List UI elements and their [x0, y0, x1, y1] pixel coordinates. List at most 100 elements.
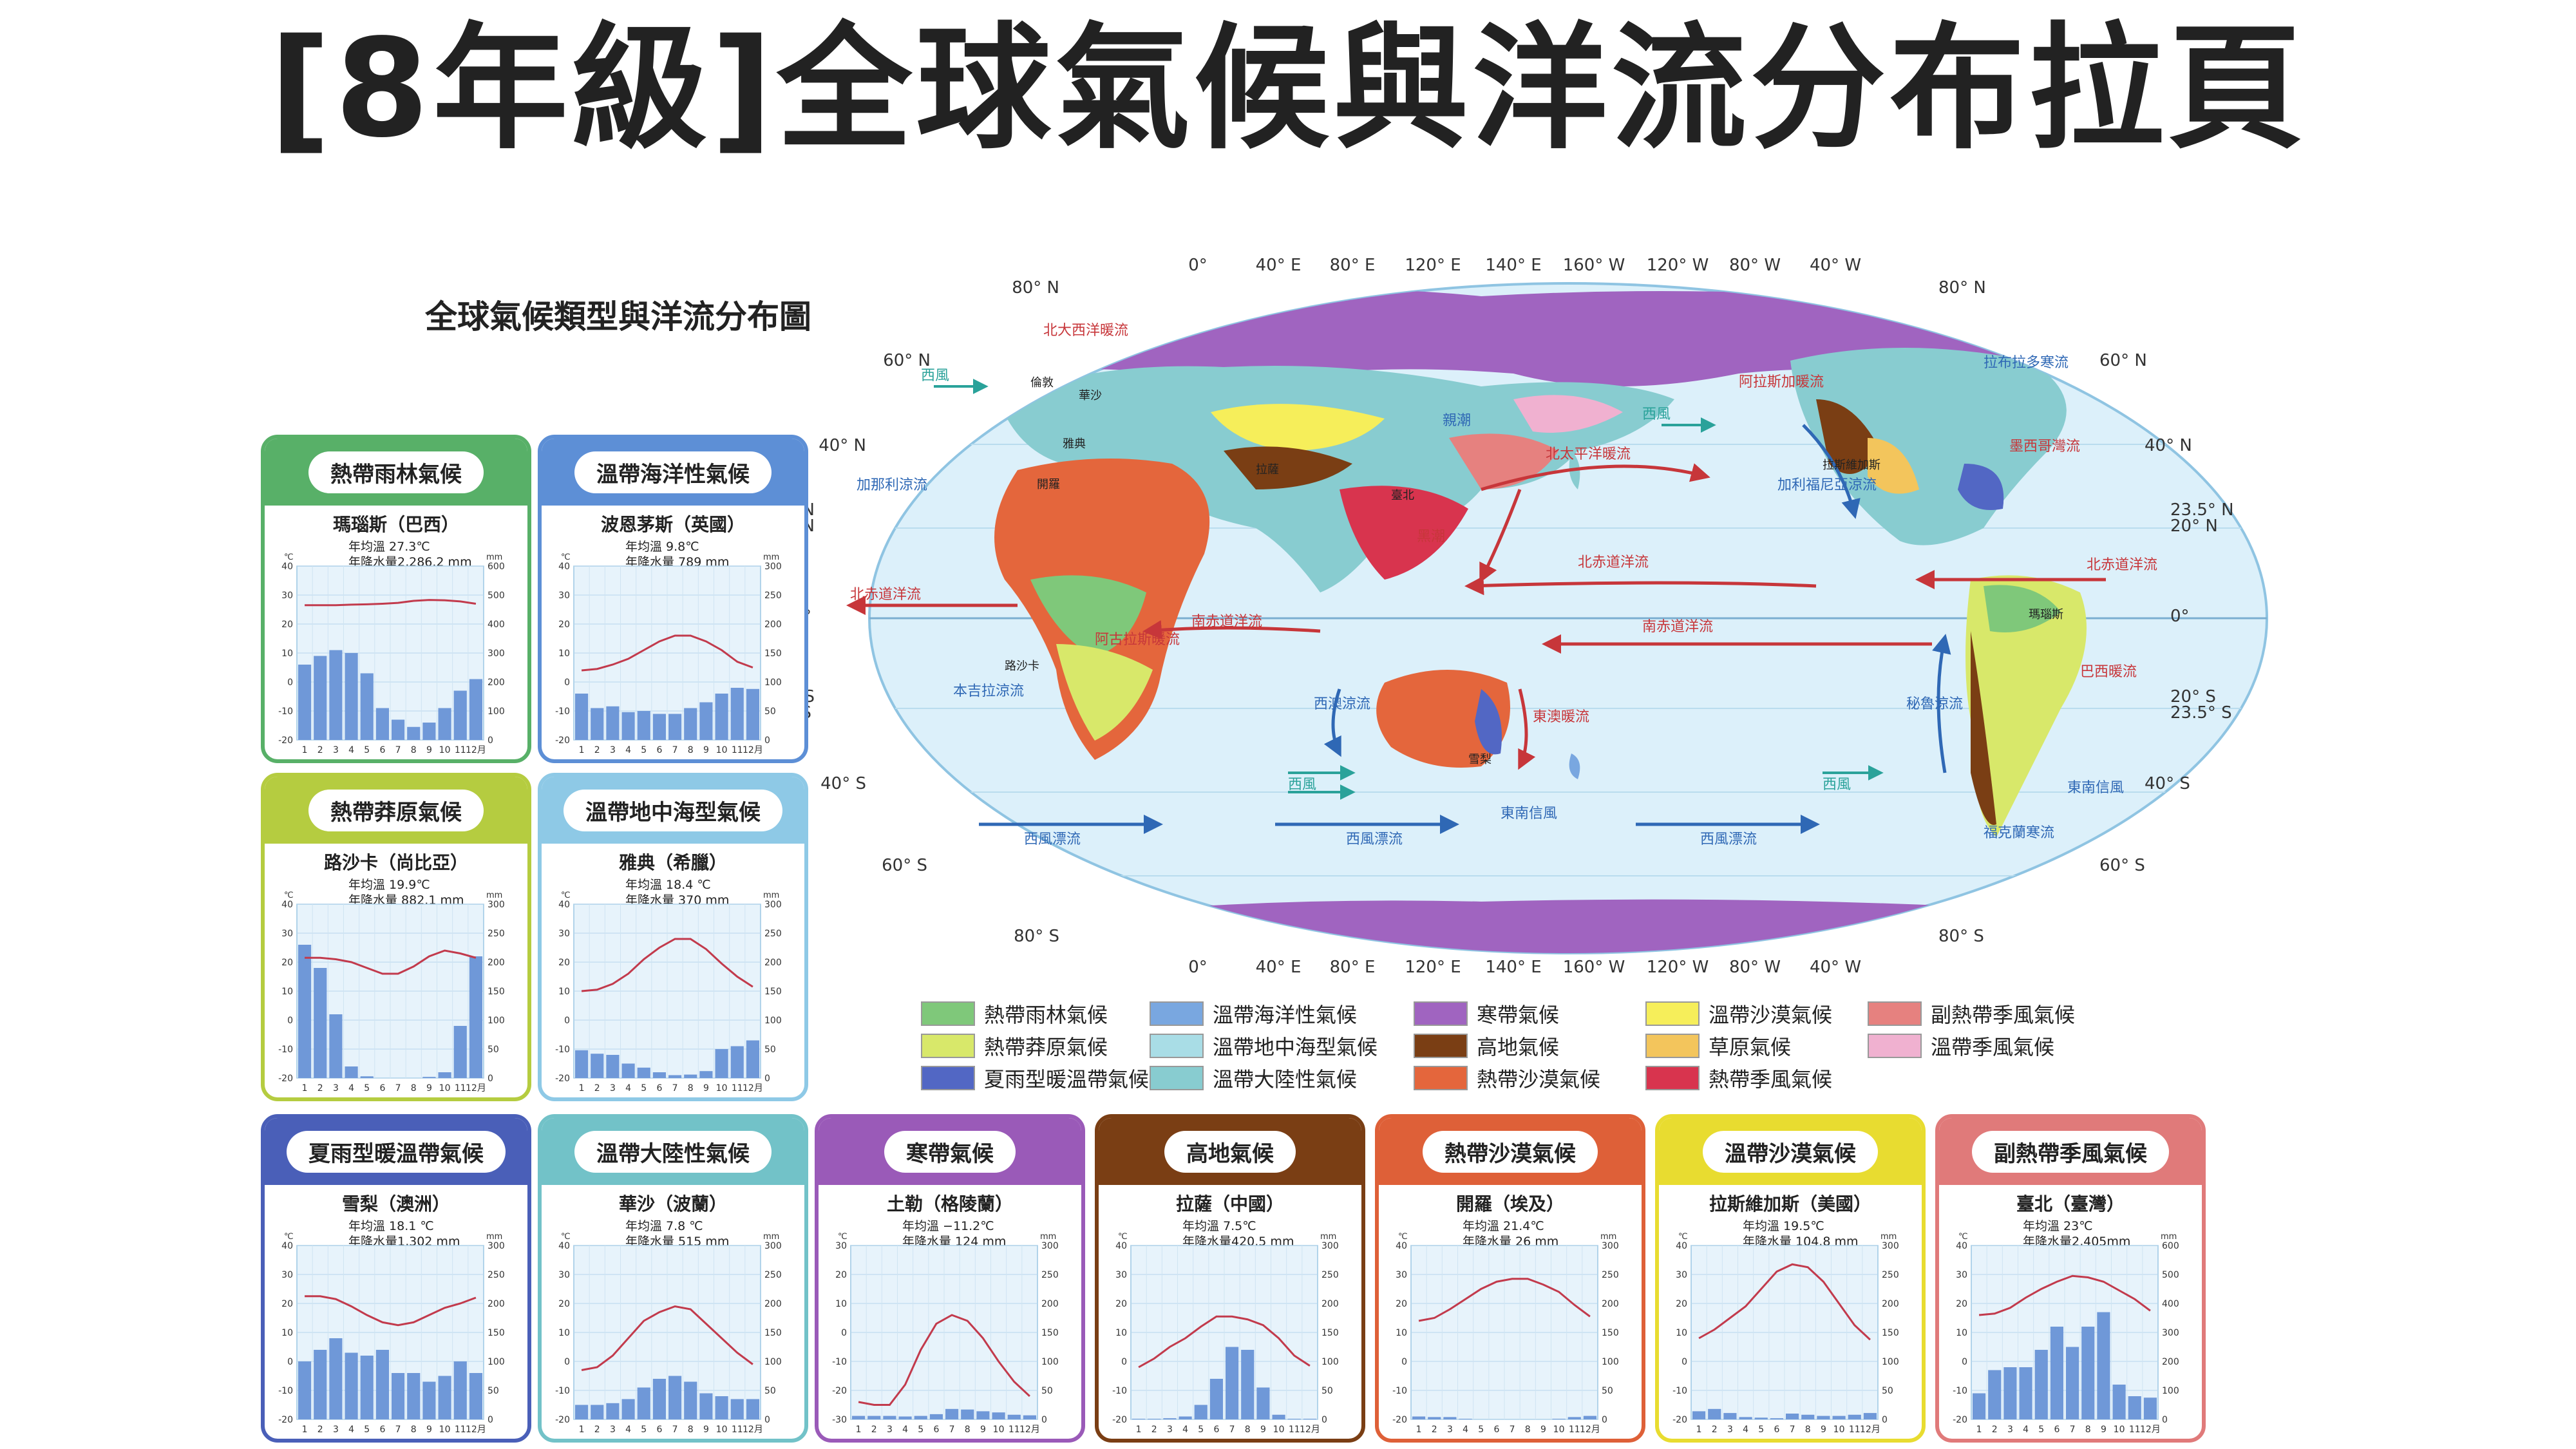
temp-unit: ℃ [1678, 1232, 1688, 1242]
precip-bar [591, 1405, 604, 1419]
climate-chart-panel: 夏雨型暖溫帶氣候 雪梨（澳洲） 年均溫 18.1 ℃ 年降水量1,302 mm 40 30… [261, 1114, 531, 1443]
temp-tick-label: -10 [555, 1386, 570, 1396]
precip-bar [591, 1054, 604, 1078]
temp-tick-label: 0 [1401, 1357, 1407, 1367]
climograph: 40 300 30 250 20 200 10 150 0 100 -10 50 -20 0 ℃ mm 1 2 3 4… [278, 891, 505, 1094]
rain-tick-label: 200 [764, 958, 782, 968]
lon-label-bottom: 120° E [1405, 958, 1461, 977]
month-label: 9 [703, 1425, 709, 1435]
label-kuroshio: 黑潮 [1417, 529, 1445, 545]
precip-bar [1443, 1417, 1457, 1419]
month-label: 11 [1009, 1425, 1020, 1435]
legend-swatch [921, 1066, 975, 1090]
precip-bar [314, 968, 327, 1078]
label-westerlies-1: 西風 [921, 368, 949, 384]
month-label: 5 [364, 1083, 370, 1094]
temp-tick-label: -10 [278, 1045, 293, 1055]
label-gulf: 墨西哥灣流 [2009, 439, 2080, 455]
panel-temp-text: 年均溫 9.8℃ [625, 540, 699, 554]
label-se-trades-2: 東南信風 [2067, 780, 2124, 796]
city-lhasa: 拉薩 [1256, 463, 1279, 477]
temp-tick-label: 10 [281, 987, 293, 997]
label-alaska: 阿拉斯加暖流 [1739, 374, 1824, 390]
month-label: 12月 [2140, 1425, 2161, 1435]
panel-header: 溫帶沙漠氣候 [1659, 1118, 1922, 1185]
temp-tick-label: 40 [1956, 1241, 1967, 1251]
temp-tick-label: 30 [281, 1270, 293, 1280]
temp-unit: ℃ [1398, 1232, 1408, 1242]
rain-tick-label: 250 [1321, 1270, 1339, 1280]
temperature-line [1418, 1278, 1591, 1322]
legend-label: 溫帶大陸性氣候 [1213, 1067, 1358, 1092]
precip-bar [469, 679, 482, 740]
temperature-line [305, 599, 477, 607]
month-label: 1 [579, 1425, 585, 1435]
temp-tick-label: 40 [281, 900, 293, 910]
month-label: 1 [579, 745, 585, 755]
month-label: 1 [1416, 1425, 1422, 1435]
rain-tick-label: 200 [1602, 1299, 1619, 1309]
temp-tick-label: -20 [278, 1074, 293, 1084]
month-label: 10 [1553, 1425, 1565, 1435]
latitude-labels-right: 80° N 60° N 40° N 23.5° N20° N 0° 20° S23.5° … [1938, 278, 2234, 946]
temp-tick-label: 0 [1962, 1357, 1967, 1367]
rain-tick-label: 250 [764, 929, 782, 939]
month-label: 5 [364, 745, 370, 755]
precip-bar [637, 1067, 650, 1078]
temp-tick-label: 10 [1396, 1328, 1407, 1338]
legend-swatch [921, 1001, 975, 1026]
lon-label-top: 80° E [1330, 256, 1376, 275]
rain-tick-label: 150 [1882, 1328, 1899, 1338]
legend-swatch [1868, 1034, 1922, 1058]
month-label: 10 [439, 1083, 451, 1094]
precip-bar [314, 656, 327, 740]
rain-tick-label: 50 [1602, 1386, 1613, 1396]
month-label: 8 [411, 745, 417, 755]
label-s-equatorial-ind: 南赤道洋流 [1191, 614, 1262, 630]
month-label: 1 [302, 1083, 308, 1094]
month-label: 7 [672, 745, 678, 755]
rain-tick-label: 0 [1041, 1415, 1047, 1425]
rain-tick-label: 400 [488, 620, 505, 630]
month-label: 8 [688, 1425, 694, 1435]
temp-tick-label: 10 [1115, 1328, 1127, 1338]
temp-tick-label: -30 [832, 1415, 847, 1425]
rain-tick-label: 300 [2162, 1328, 2179, 1338]
lon-label-top: 160° W [1563, 256, 1625, 275]
precip-bar [1801, 1414, 1815, 1419]
legend-item: 溫帶沙漠氣候 [1645, 1001, 1832, 1027]
month-label: 7 [1510, 1425, 1515, 1435]
temp-tick-label: 40 [558, 562, 570, 572]
month-label: 9 [1821, 1425, 1826, 1435]
precip-bar [746, 688, 759, 740]
legend-item: 熱帶沙漠氣候 [1414, 1065, 1600, 1092]
precip-bar [438, 708, 451, 740]
precip-bar [1272, 1414, 1285, 1419]
temp-tick-label: 0 [287, 1357, 293, 1367]
lon-label-top: 140° E [1485, 256, 1541, 275]
month-label: 9 [426, 1425, 432, 1435]
precip-bar [652, 1072, 666, 1078]
precip-bar [298, 1361, 312, 1419]
legend-item: 溫帶海洋性氣候 [1150, 1001, 1357, 1027]
temp-tick-label: 40 [558, 1241, 570, 1251]
rain-tick-label: 250 [764, 591, 782, 601]
lat-label-right: 60° N [2099, 351, 2147, 370]
temp-tick-label: 10 [835, 1299, 847, 1309]
precip-bar [1023, 1415, 1036, 1419]
precip-bar [2112, 1385, 2126, 1419]
month-label: 10 [716, 1425, 728, 1435]
city-taipei: 臺北 [1391, 489, 1414, 502]
rain-tick-label: 0 [488, 1415, 493, 1425]
climate-chart-panel: 溫帶海洋性氣候 波恩茅斯（英國） 年均溫 9.8℃ 年降水量 789 mm 40 300 3… [538, 435, 808, 763]
temp-tick-label: -10 [555, 1045, 570, 1055]
month-label: 9 [426, 1083, 432, 1094]
precip-bar [329, 1338, 343, 1419]
temp-tick-label: 20 [835, 1270, 847, 1280]
temp-unit: ℃ [561, 1232, 571, 1242]
legend-item: 溫帶季風氣候 [1868, 1033, 2054, 1059]
precip-bar [684, 708, 697, 740]
precip-bar [715, 1396, 728, 1419]
rain-tick-label: 50 [488, 1386, 499, 1396]
rain-tick-label: 50 [764, 1386, 776, 1396]
